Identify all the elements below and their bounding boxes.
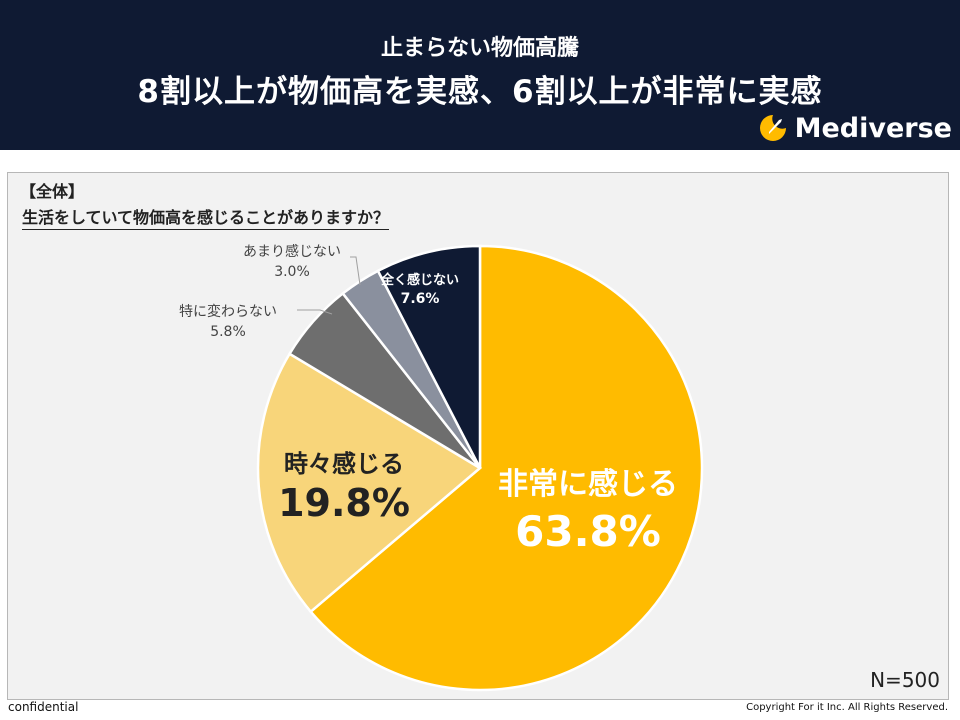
segment-tag: 【全体】: [20, 182, 85, 201]
brand-logo: Mediverse: [757, 110, 952, 146]
slice-value-sometimes: 19.8%: [278, 481, 410, 525]
slice-label-very-much: 非常に感じる: [498, 467, 678, 502]
leader-line-no-change: [297, 309, 333, 315]
slice-label-not-much: あまり感じない: [243, 243, 341, 260]
slice-value-no-change: 5.8%: [210, 324, 246, 340]
pie-slice-not-at-all: [376, 244, 482, 469]
pie-slice-sometimes: [256, 352, 483, 614]
slice-value-not-at-all: 7.6%: [401, 291, 440, 307]
slice-value-not-much: 3.0%: [274, 264, 310, 280]
slice-value-very-much: 63.8%: [515, 507, 661, 556]
brand-name: Mediverse: [794, 112, 952, 144]
footer-confidential: confidential: [8, 700, 79, 714]
question-text: 生活をしていて物価高を感じることがありますか？: [22, 204, 390, 230]
pie-slice-very-much: [308, 244, 704, 692]
slice-label-no-change: 特に変わらない: [179, 303, 277, 320]
header-banner: 止まらない物価高騰 8割以上が物価高を実感、6割以上が非常に実感 Mediver…: [0, 0, 960, 150]
leader-line-not-much: [350, 256, 361, 286]
header-title: 8割以上が物価高を実感、6割以上が非常に実感: [137, 74, 823, 110]
slice-label-sometimes: 時々感じる: [284, 450, 404, 478]
footer-copyright: Copyright For it Inc. All Rights Reserve…: [746, 702, 948, 713]
rocket-moon-icon: [759, 115, 786, 141]
sample-size: N=500: [870, 668, 940, 692]
slice-label-not-at-all: 全く感じない: [380, 272, 459, 288]
header-subtitle: 止まらない物価高騰: [380, 36, 579, 61]
